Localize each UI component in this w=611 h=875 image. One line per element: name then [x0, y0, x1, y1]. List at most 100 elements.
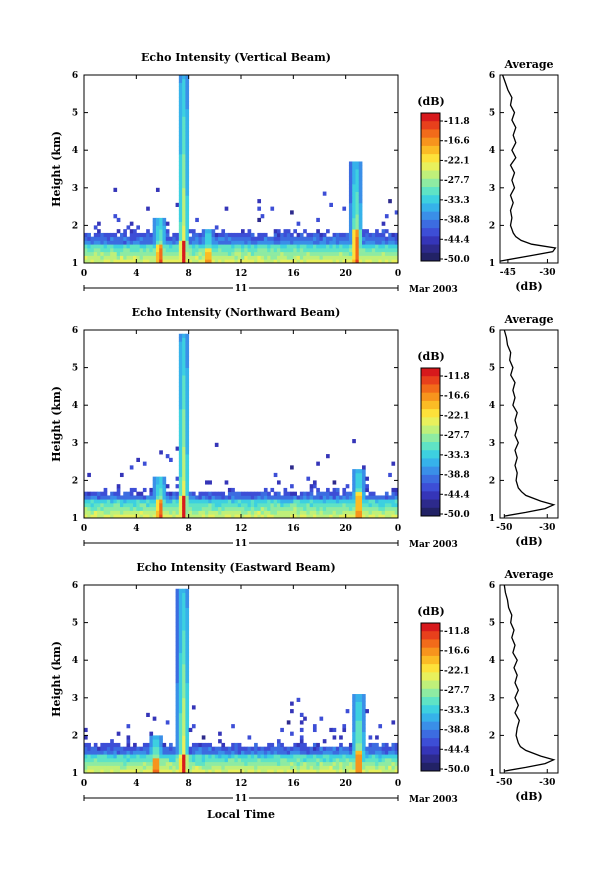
heatmap-cell: [97, 255, 101, 260]
heatmap-cell: [201, 499, 206, 504]
heatmap-cell: [365, 757, 369, 763]
heatmap-cell: [218, 236, 222, 241]
heatmap-cell: [355, 499, 360, 504]
heatmap-cell: [244, 255, 248, 260]
heatmap-cell: [159, 221, 163, 226]
heatmap-cell: [358, 502, 363, 508]
heatmap-cell: [159, 757, 163, 763]
heatmap-cell: [214, 244, 219, 249]
heatmap-cell: [182, 157, 186, 162]
heatmap-cell: [175, 731, 180, 736]
heatmap-cell: [172, 510, 176, 515]
heatmap-cell: [113, 765, 118, 770]
heatmap-cell: [335, 514, 340, 519]
heatmap-cell: [116, 259, 121, 264]
heatmap-cell: [198, 746, 203, 751]
heatmap-cell: [303, 754, 307, 759]
heatmap-cell: [133, 769, 137, 774]
heatmap-cell: [362, 694, 366, 699]
average-y-tick-label: 2: [489, 221, 495, 231]
heatmap-cell: [355, 184, 360, 189]
heatmap-cell: [185, 337, 190, 342]
heatmap-cell: [227, 247, 232, 253]
heatmap-cell: [100, 247, 105, 253]
heatmap-cell: [342, 232, 347, 238]
heatmap-cell: [342, 727, 347, 733]
heatmap-cell: [182, 596, 186, 601]
heatmap-cell: [319, 259, 324, 264]
heatmap-cell: [352, 476, 356, 481]
heatmap-cell: [371, 491, 376, 496]
heatmap-cell: [113, 251, 118, 256]
colorbar-swatch: [421, 178, 440, 188]
heatmap-cell: [309, 506, 314, 511]
heatmap-cell: [388, 232, 392, 238]
heatmap-cell: [358, 176, 363, 181]
heatmap-cell: [182, 626, 186, 631]
heatmap-cell: [247, 502, 252, 508]
heatmap-cell: [133, 757, 137, 763]
heatmap-cell: [332, 499, 337, 504]
heatmap-cell: [185, 131, 190, 136]
heatmap-cell: [273, 251, 278, 256]
heatmap-cell: [84, 499, 88, 504]
heatmap-cell: [133, 761, 137, 766]
heatmap-cell: [175, 615, 180, 620]
heatmap-cell: [309, 484, 314, 489]
heatmap-cell: [335, 761, 340, 766]
heatmap-cell: [175, 769, 180, 774]
heatmap-cell: [260, 232, 265, 238]
heatmap-cell: [106, 506, 111, 511]
heatmap-cell: [322, 240, 327, 245]
heatmap-cell: [162, 225, 167, 230]
heatmap-cell: [342, 247, 347, 253]
heatmap-cell: [129, 499, 134, 504]
heatmap-cell: [182, 172, 186, 177]
heatmap-cell: [182, 86, 186, 91]
heatmap-cell: [110, 742, 114, 748]
heatmap-cell: [348, 176, 353, 181]
heatmap-cell: [165, 754, 170, 759]
heatmap-cell: [191, 510, 196, 515]
heatmap-cell: [185, 754, 190, 759]
heatmap-cell: [90, 244, 95, 249]
heatmap-cell: [178, 86, 183, 91]
heatmap-cell: [316, 499, 320, 504]
heatmap-cell: [362, 240, 366, 245]
heatmap-cell: [162, 217, 167, 223]
heatmap-cell: [250, 499, 255, 504]
heatmap-cell: [123, 757, 127, 763]
heatmap-cell: [391, 720, 396, 725]
heatmap-cell: [123, 510, 127, 515]
heatmap-cell: [326, 240, 330, 245]
heatmap-cell: [319, 236, 324, 241]
heatmap-cell: [352, 701, 356, 706]
heatmap-cell: [103, 510, 108, 515]
heatmap-cell: [260, 240, 265, 245]
heatmap-cell: [231, 724, 235, 729]
heatmap-cell: [231, 765, 235, 770]
heatmap-cell: [299, 251, 304, 256]
heatmap-cell: [185, 724, 190, 729]
heatmap-cell: [237, 765, 242, 770]
heatmap-cell: [309, 247, 314, 253]
heatmap-cell: [178, 131, 183, 136]
heatmap-cell: [263, 232, 268, 238]
heatmap-cell: [388, 259, 392, 264]
heatmap-cell: [322, 259, 327, 264]
heatmap-cell: [136, 491, 140, 496]
heatmap-cell: [332, 240, 337, 245]
heatmap-cell: [149, 739, 154, 744]
heatmap-cell: [247, 750, 252, 755]
heatmap-cell: [175, 735, 180, 740]
heatmap-cell: [172, 240, 176, 245]
heatmap-cell: [391, 232, 396, 238]
heatmap-cell: [224, 769, 229, 774]
heatmap-cell: [162, 480, 167, 485]
heatmap-cell: [250, 255, 255, 260]
heatmap-cell: [175, 611, 180, 616]
heatmap-cell: [371, 754, 376, 759]
heatmap-cell: [110, 739, 114, 744]
heatmap-cell: [185, 450, 190, 455]
heatmap-cell: [352, 712, 356, 717]
